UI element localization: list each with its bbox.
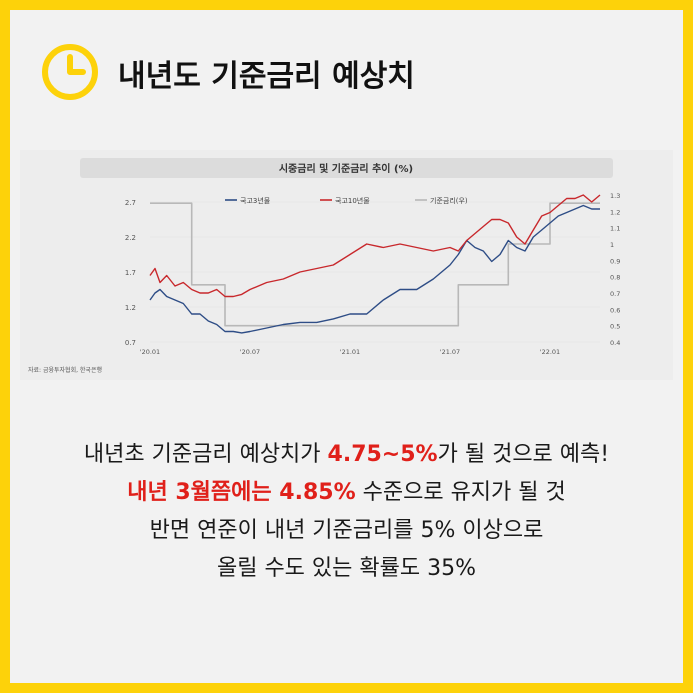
chart-source-note: 자료: 금융투자협회, 한국은행 [28,366,102,374]
body-line-1-highlight: 4.75~5% [327,442,438,467]
y-right-tick-label: 1.2 [610,208,620,216]
chart-svg: 시중금리 및 기준금리 추이 (%) 국고3년물 국고10년물 기준금리(우) 2.… [28,158,620,374]
y-right-tick-label: 0.9 [610,257,620,265]
body-line-1-post: 가 될 것으로 예측! [437,442,610,467]
y-left-tick-label: 2.2 [125,234,136,242]
chart-axes: 2.7 2.2 1.7 1.2 0.7 1.3 1.2 1.1 1 0.9 0.8 0.7 0.6 0.5… [125,192,620,356]
y-right-tick-label: 1.3 [610,192,620,200]
rate-chart: 시중금리 및 기준금리 추이 (%) 국고3년물 국고10년물 기준금리(우) 2.… [20,150,673,380]
body-line-2: 내년 3월쯤에는 4.85% 수준으로 유지가 될 것 [10,474,683,512]
chart-series [149,194,601,334]
body-line-2-post: 수준으로 유지가 될 것 [355,480,566,505]
y-right-tick-label: 0.4 [610,339,620,347]
legend-label: 국고3년물 [240,196,271,205]
y-left-tick-label: 2.7 [125,199,136,207]
y-right-tick-label: 0.5 [610,323,620,331]
body-line-2-highlight: 내년 3월쯤에는 4.85% [127,480,356,505]
x-tick-label: '21.01 [340,348,360,356]
chart-title: 시중금리 및 기준금리 추이 (%) [279,162,413,175]
series-line-base-rate [150,202,600,327]
legend-label: 국고10년물 [335,196,370,205]
x-tick-label: '20.01 [140,348,160,356]
y-right-tick-label: 0.6 [610,306,620,314]
chart-grid [80,158,613,343]
y-right-tick-label: 0.8 [610,274,620,282]
chart-title-bar [80,158,613,178]
x-tick-label: '20.07 [240,348,260,356]
body-line-3: 반면 연준이 내년 기준금리를 5% 이상으로 [149,518,544,543]
y-right-tick-label: 1 [610,241,614,249]
body-line-1: 내년초 기준금리 예상치가 4.75~5%가 될 것으로 예측! [10,436,683,474]
y-left-tick-label: 0.7 [125,339,136,347]
y-left-tick-label: 1.2 [125,304,136,312]
page-title: 내년도 기준금리 예상치 [118,59,415,94]
body-line-1-pre: 내년초 기준금리 예상치가 [83,442,328,467]
chart-legend: 국고3년물 국고10년물 기준금리(우) [225,196,468,205]
y-right-tick-label: 0.7 [610,290,620,298]
legend-label: 기준금리(우) [430,196,468,205]
series-line-10y [149,194,601,298]
x-tick-label: '22.01 [540,348,560,356]
series-line-3y [149,204,600,334]
x-tick-label: '21.07 [440,348,460,356]
body-line-4: 올릴 수도 있는 확률도 35% [216,556,477,581]
y-left-tick-label: 1.7 [125,269,136,277]
y-right-tick-label: 1.1 [610,225,620,233]
clock-icon [42,44,98,100]
body-text: 내년초 기준금리 예상치가 4.75~5%가 될 것으로 예측! 내년 3월쯤에… [10,436,683,588]
